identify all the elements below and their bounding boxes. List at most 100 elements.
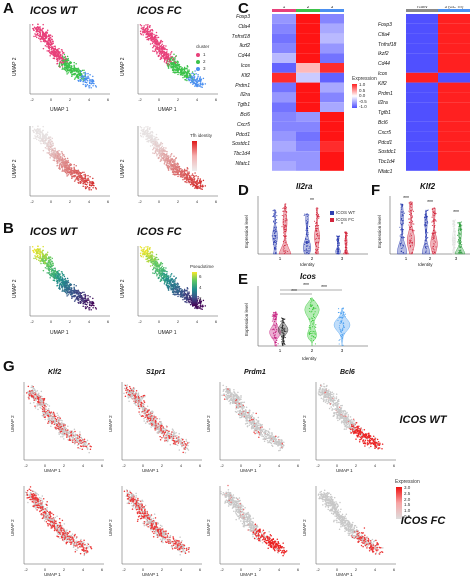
pseudotime-legend-title: Pseudotime	[190, 264, 214, 269]
group-bar	[320, 9, 344, 12]
heat-cell	[296, 23, 320, 34]
gene-label: Cd44	[238, 53, 250, 60]
heat-cell	[406, 141, 438, 152]
panel-b-fc-title: ICOS FC	[137, 226, 182, 238]
gene-label: Tgfb1	[237, 102, 250, 109]
g-tick: 0.5	[404, 514, 411, 519]
b-wt-umap1: UMAP 1	[50, 330, 69, 336]
heat-cell	[272, 72, 296, 83]
heat-cell	[406, 131, 438, 142]
x-tick-label: 2	[177, 319, 180, 324]
g-row-fc-label: ICOS FC	[398, 515, 448, 528]
heat-cell	[272, 151, 296, 161]
heat-cell	[406, 63, 438, 73]
g-umap1-label: UMAP 1	[336, 468, 353, 473]
heat-cell	[272, 53, 296, 63]
umap-pseudotime-wt: -2 0 2 4 6	[29, 245, 110, 324]
group-label: 2	[307, 6, 310, 9]
heat-cell	[438, 131, 470, 142]
umap-cluster-fc: -2 0 2 4 6	[137, 23, 218, 102]
g-row-fc-text: ICOS FC	[400, 515, 446, 527]
violin-wt-2	[421, 209, 431, 255]
x-tick-label: 6	[107, 97, 110, 102]
significance-label: ***	[303, 283, 309, 289]
heat-cell	[320, 121, 344, 132]
x-tick-label: 0	[336, 567, 339, 572]
violin-wt-3	[451, 219, 457, 255]
x-tick-label: 0	[158, 97, 161, 102]
category-label: 1	[279, 348, 282, 353]
x-tick-label: 0	[240, 463, 243, 468]
g-umap1-label: UMAP 1	[336, 572, 353, 577]
heatmap-gc-tfr: Tconv 3 (GC Tfr)	[406, 6, 470, 171]
x-tick-label: 6	[199, 463, 202, 468]
e-xlabel: Identity	[302, 356, 317, 361]
x-tick-label: 4	[180, 463, 183, 468]
heat-cell	[272, 131, 296, 142]
significance-label: ***	[403, 196, 409, 202]
heatmap-gene-list: Foxp3 Ctla4 Tnfrsf18 Ikzf2 Cd44 Icos Klf2 Prdm1…	[232, 14, 264, 174]
panel-label-e: E	[238, 271, 249, 288]
x-tick-label: 6	[393, 567, 396, 572]
e-ylabel: Expression level	[244, 303, 249, 336]
x-tick-label: 6	[215, 319, 218, 324]
x-tick-label: 4	[82, 463, 85, 468]
x-tick-label: -2	[24, 567, 28, 572]
heat-cell	[296, 112, 320, 122]
legend-wt-swatch	[330, 211, 334, 215]
heat-cell	[406, 102, 438, 112]
gene-label: Il2ra	[378, 100, 388, 107]
heat-cell	[296, 63, 320, 73]
g-umap2-label: UMAP 2	[108, 519, 113, 536]
g-umap-s1pr1-fc: -2 0 2 4 6	[121, 486, 202, 572]
g-row-wt-text: ICOS WT	[399, 414, 447, 426]
heat-cell	[320, 112, 344, 122]
gene-label: Tnfrsf18	[378, 41, 397, 48]
heat-cell	[406, 92, 438, 103]
violin-klf2: 1 2 3 *** *** ***	[389, 196, 470, 261]
g-gene-title: Klf2	[48, 369, 62, 376]
x-tick-label: 2	[161, 463, 164, 468]
x-tick-label: 6	[297, 567, 300, 572]
x-tick-label: -2	[220, 463, 224, 468]
heatmap-legend-ticks: 1.0 0.5 0.0 -0.5 -1.0	[359, 82, 379, 112]
g-dots	[221, 384, 285, 452]
heat-cell	[320, 63, 344, 73]
g-dots	[23, 384, 92, 454]
cluster-legend-title: cluster	[196, 44, 210, 49]
g-dots	[24, 486, 93, 557]
x-tick-label: 2	[69, 199, 72, 204]
pseudotime-dots	[31, 245, 98, 311]
heat-cell	[406, 151, 438, 161]
significance-label: ***	[291, 289, 297, 295]
heat-cell	[320, 14, 344, 24]
heat-cell	[406, 112, 438, 122]
x-tick-label: 6	[107, 319, 110, 324]
g-umap2-label: UMAP 2	[10, 519, 15, 536]
violin-fc-3	[454, 221, 466, 255]
heat-cell	[438, 161, 470, 171]
x-tick-label: 0	[336, 463, 339, 468]
category-label: 2	[311, 348, 314, 353]
x-tick-label: 4	[196, 97, 199, 102]
g-umap2-label: UMAP 2	[206, 415, 211, 432]
heat-cell	[296, 102, 320, 112]
heat-cell	[438, 121, 470, 132]
heat-cell	[438, 33, 470, 44]
x-tick-label: 4	[88, 199, 91, 204]
heat-cell	[406, 72, 438, 83]
significance-label: ***	[453, 210, 459, 216]
heat-cell	[320, 33, 344, 44]
g-tick: 3.0	[404, 485, 411, 490]
heat-cell	[272, 161, 296, 171]
group-bar	[272, 9, 296, 12]
x-tick-label: 4	[88, 97, 91, 102]
heat-cell	[272, 82, 296, 93]
x-tick-label: 2	[63, 463, 66, 468]
panel-label-d: D	[238, 182, 249, 199]
umap-tfh-fc: -2 0 2 4 6	[137, 125, 218, 204]
b-fc-umap2: UMAP 2	[120, 279, 126, 298]
x-tick-label: 6	[101, 463, 104, 468]
x-tick-label: 2	[69, 97, 72, 102]
legend-fc-label: ICOS FC	[336, 217, 355, 222]
